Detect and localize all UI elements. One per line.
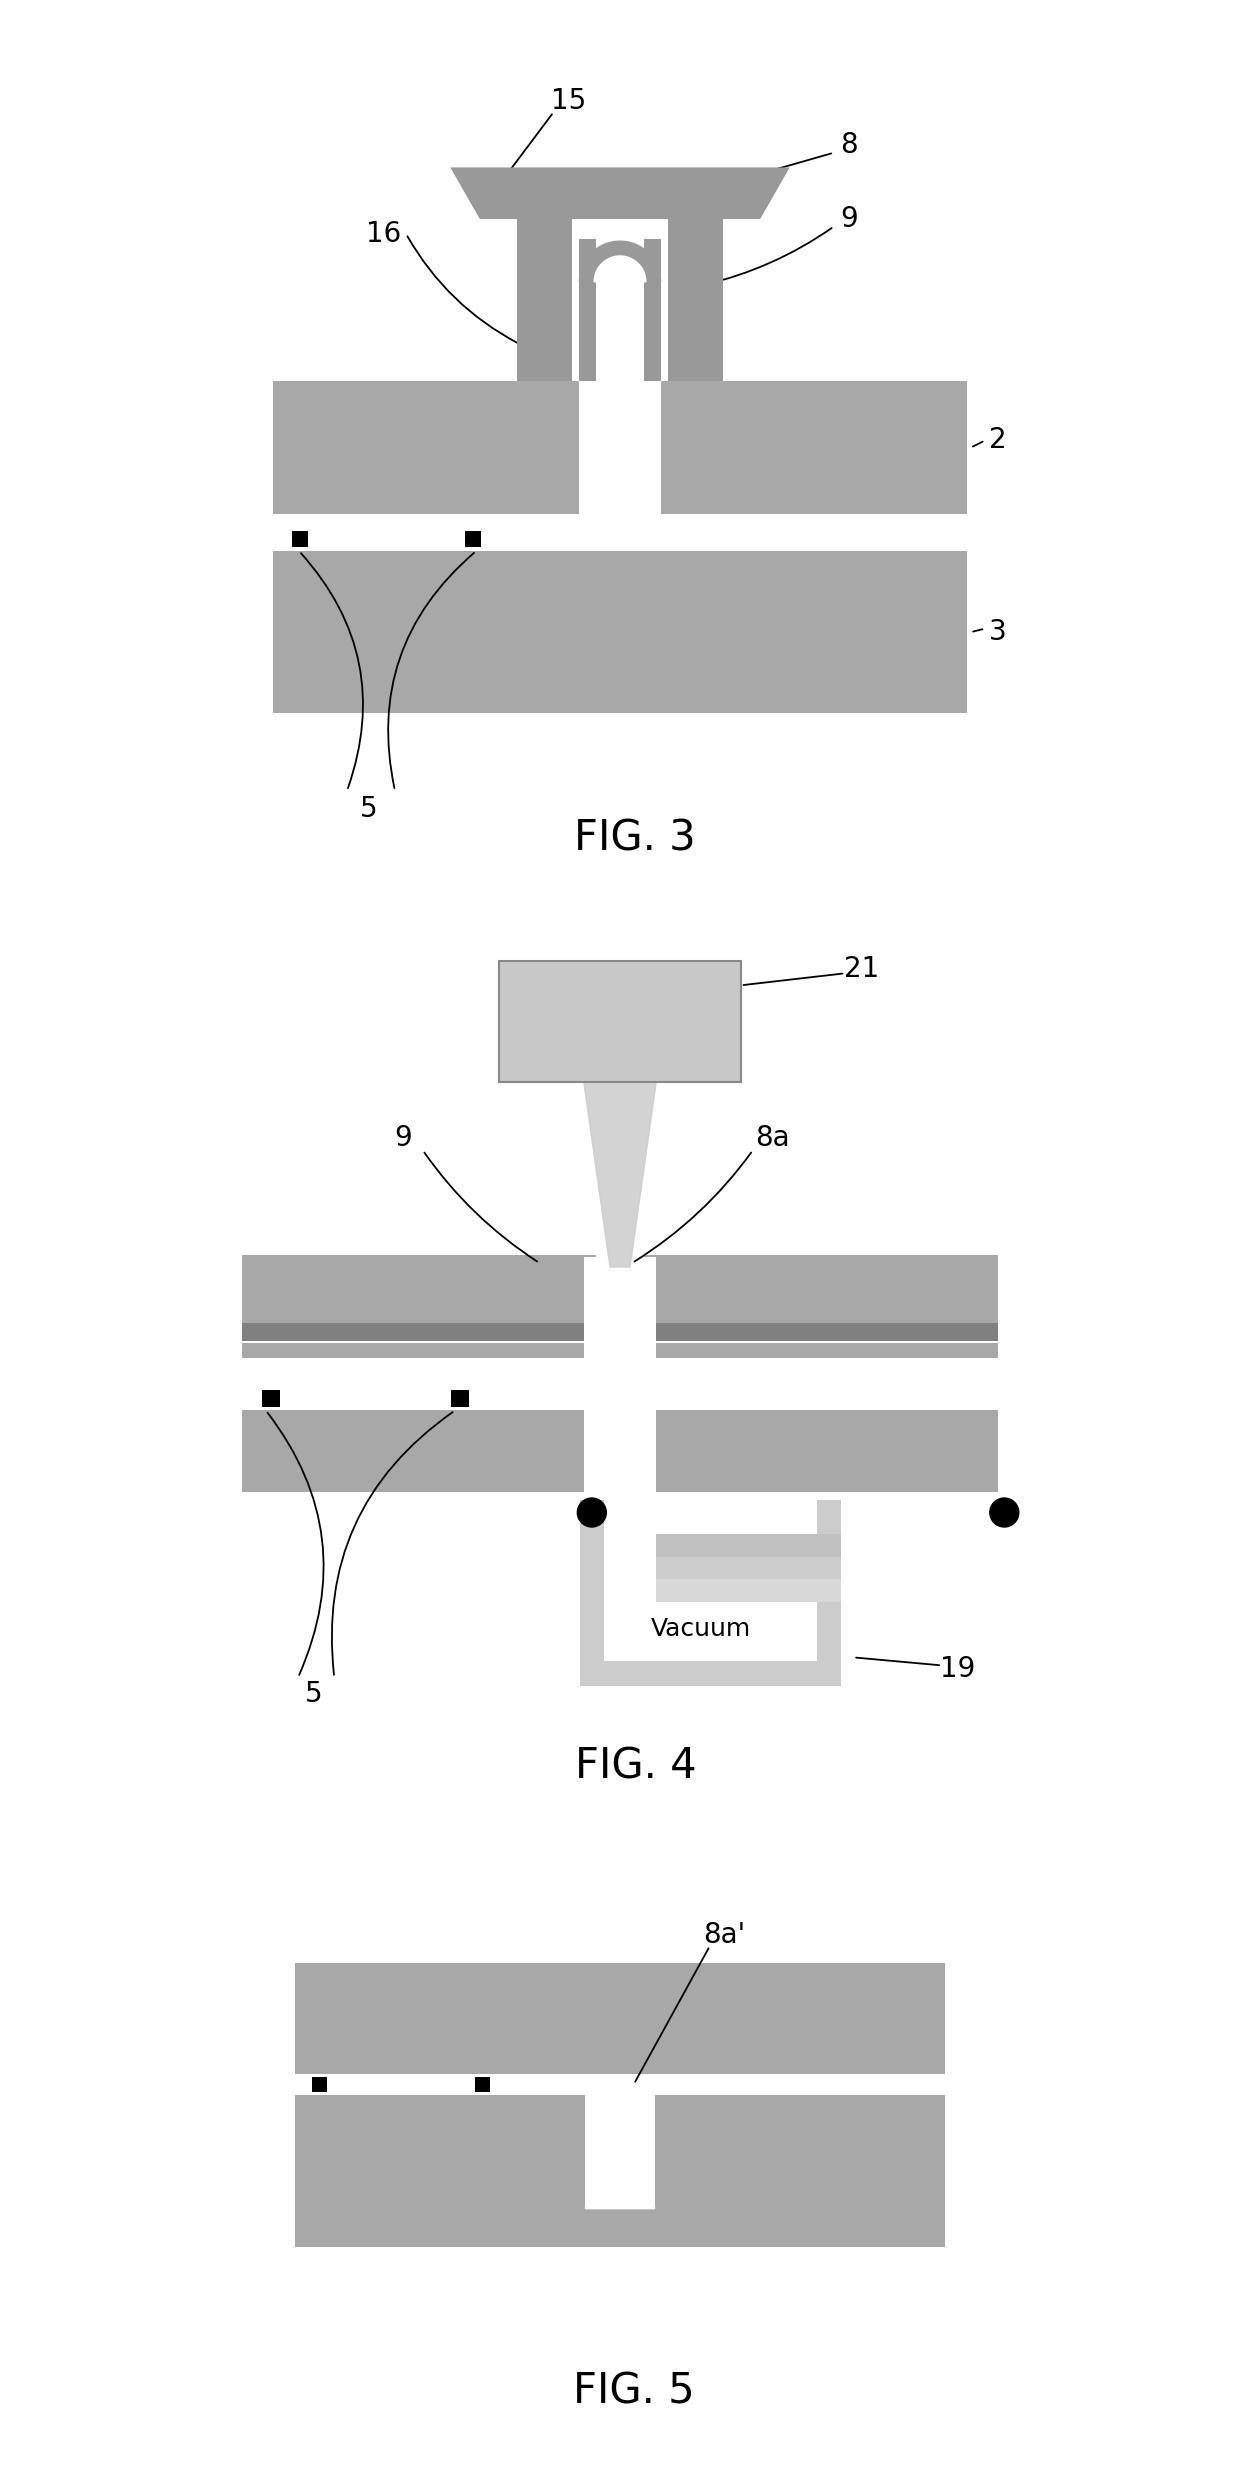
Bar — [656, 1358, 998, 1410]
Bar — [242, 1343, 998, 1491]
Text: Vacuum: Vacuum — [650, 1617, 750, 1642]
Bar — [655, 2094, 668, 2247]
Bar — [645, 239, 661, 380]
Text: 19: 19 — [940, 1654, 976, 1684]
Bar — [595, 281, 645, 380]
Text: 8a': 8a' — [703, 1921, 745, 1951]
Text: 3: 3 — [988, 617, 1007, 647]
Bar — [580, 1501, 604, 1686]
Text: 8: 8 — [839, 131, 858, 160]
Bar — [656, 1533, 841, 1558]
Text: 5: 5 — [305, 1679, 322, 1709]
Bar — [273, 380, 967, 514]
Bar — [242, 1358, 998, 1410]
Bar — [295, 1963, 945, 2074]
Polygon shape — [579, 242, 661, 281]
Text: 21: 21 — [844, 956, 879, 983]
Bar — [465, 531, 481, 548]
Bar — [295, 2094, 945, 2247]
Bar — [242, 1358, 584, 1410]
Text: 15: 15 — [551, 86, 587, 116]
Bar — [579, 380, 661, 514]
Text: 8a: 8a — [755, 1123, 790, 1153]
Polygon shape — [584, 1081, 656, 1267]
Bar — [596, 1410, 644, 1491]
Text: 5: 5 — [361, 795, 378, 822]
Bar — [572, 2094, 585, 2247]
Bar — [242, 1343, 998, 1491]
Bar — [596, 1254, 644, 1410]
Bar — [668, 220, 723, 380]
Bar — [475, 2076, 490, 2091]
Bar — [656, 1558, 841, 1580]
Bar — [295, 2074, 945, 2094]
Bar — [242, 1323, 998, 1341]
Polygon shape — [450, 168, 790, 220]
Bar — [584, 1257, 656, 1491]
Bar — [585, 2094, 655, 2210]
Text: 16: 16 — [366, 220, 402, 247]
Polygon shape — [594, 257, 646, 281]
Bar — [273, 514, 967, 551]
Text: FIG. 3: FIG. 3 — [574, 817, 696, 859]
Text: 2: 2 — [988, 427, 1007, 454]
Text: 9: 9 — [839, 205, 858, 232]
Bar — [312, 2076, 327, 2091]
Bar — [579, 239, 595, 380]
Bar — [517, 220, 572, 380]
Bar — [817, 1501, 841, 1686]
Bar — [242, 1254, 998, 1323]
Text: Laser: Laser — [579, 1007, 661, 1037]
Bar — [580, 1662, 841, 1686]
Bar — [451, 1390, 469, 1407]
Polygon shape — [585, 2180, 655, 2210]
Circle shape — [578, 1499, 606, 1526]
Bar — [656, 1580, 841, 1602]
Circle shape — [990, 1499, 1019, 1526]
Bar — [291, 531, 308, 548]
Bar — [572, 220, 668, 380]
FancyBboxPatch shape — [500, 960, 740, 1081]
Bar — [273, 551, 967, 714]
Text: FIG. 4: FIG. 4 — [575, 1746, 697, 1788]
Text: 9: 9 — [394, 1123, 412, 1153]
Text: FIG. 5: FIG. 5 — [573, 2370, 694, 2412]
Bar — [262, 1390, 279, 1407]
